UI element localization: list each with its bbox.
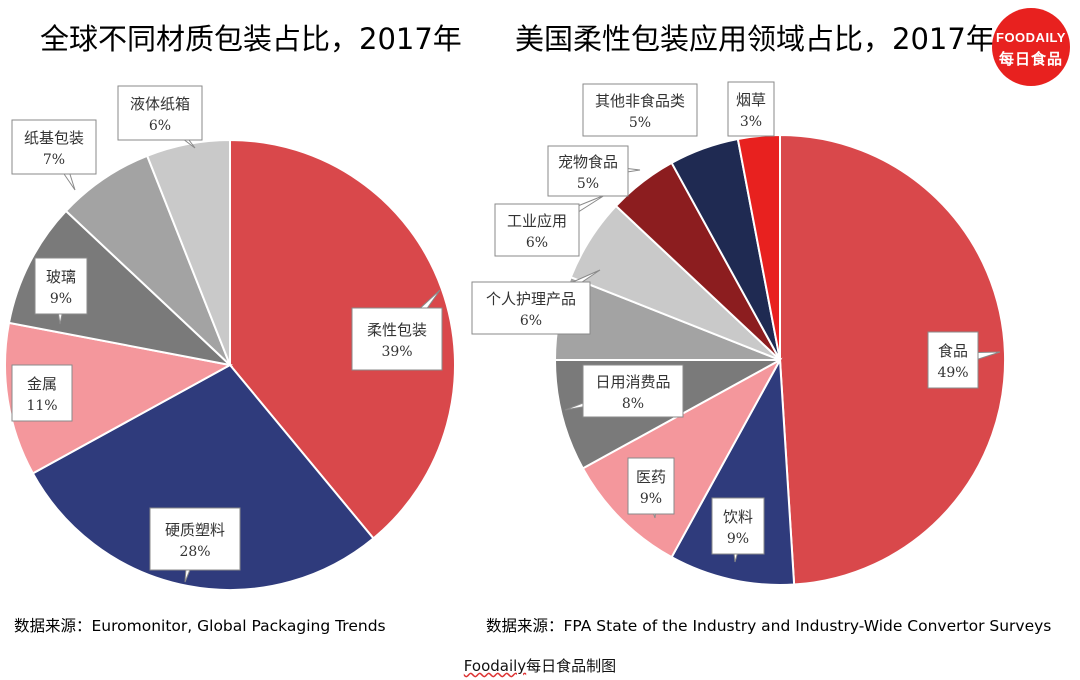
chart1-slice-6 (145, 138, 231, 366)
chart2-callout-3: 医药 9% (627, 457, 675, 519)
chart1-slice-pct-6: 6% (149, 118, 171, 134)
footer-text: 每日食品制图 (526, 657, 617, 675)
chart1-slice-pct-4: 9% (50, 291, 72, 307)
chart2-slice-pct-6: 6% (526, 235, 548, 251)
chart2-slice-label-8: 其他非食品类 (595, 92, 685, 110)
footer-brand: Foodaily (463, 657, 527, 675)
logo-line2: 每日食品 (998, 50, 1063, 68)
chart2-slice-pct-1: 49% (937, 365, 968, 381)
chart2-slice-label-6: 工业应用 (507, 212, 567, 230)
right-chart-source: 数据来源：FPA State of the Industry and Indus… (486, 617, 1052, 635)
chart1-callout-4: 玻璃 9% (34, 257, 88, 325)
chart2-slice-pct-9: 3% (740, 114, 762, 130)
chart2-slice-label-5: 个人护理产品 (486, 290, 576, 308)
chart1-slice-pct-2: 28% (179, 544, 210, 560)
chart2-slice-label-2: 饮料 (723, 508, 753, 526)
chart1-slice-pct-3: 11% (26, 398, 57, 414)
chart1-slice-label-5: 纸基包装 (24, 129, 84, 147)
chart2-slice-1 (779, 133, 1007, 586)
chart2-slice-label-9: 烟草 (736, 91, 766, 109)
chart1-callout-5: 纸基包装 7% (11, 119, 97, 191)
chart2-slice-pct-4: 8% (622, 396, 644, 412)
chart2-slice-pct-2: 9% (727, 531, 749, 547)
logo-line1: FOODAILY (996, 30, 1066, 45)
chart1-slice-1 (229, 138, 456, 540)
foodaily-logo: FOODAILY 每日食品 (992, 8, 1070, 86)
chart1-callout-6: 液体纸箱 6% (117, 85, 203, 149)
right-chart-title: 美国柔性包装应用领域占比，2017年 (515, 22, 995, 56)
chart2-slice-pct-7: 5% (577, 176, 599, 192)
left-chart-source: 数据来源：Euromonitor, Global Packaging Trend… (14, 617, 386, 635)
chart1-slice-2 (31, 363, 375, 591)
chart2-callout-1: 食品 49% (927, 331, 1001, 389)
chart1-slice-4 (7, 209, 234, 367)
chart1-slice-pct-5: 7% (43, 152, 65, 168)
chart2-callout-8: 其他非食品类 5% (582, 83, 698, 137)
chart1-slice-label-4: 玻璃 (46, 268, 76, 286)
chart1-callout-1: 柔性包装 39% (351, 289, 443, 371)
chart2-slice-pct-5: 6% (520, 313, 542, 329)
chart2-slice-label-3: 医药 (636, 468, 666, 486)
chart2-slice-label-1: 食品 (938, 342, 968, 360)
chart2-slice-pct-3: 9% (640, 491, 662, 507)
chart2-callout-2: 饮料 9% (711, 497, 765, 563)
left-chart-title: 全球不同材质包装占比，2017年 (40, 22, 462, 56)
chart2-callout-9: 烟草 3% (727, 81, 775, 137)
chart2-callout-7: 宠物食品 5% (547, 145, 641, 197)
chart2-callout-4: 日用消费品 8% (564, 364, 684, 418)
chart1-callout-2: 硬质塑料 28% (149, 507, 241, 583)
chart1-slice-label-6: 液体纸箱 (130, 95, 190, 113)
chart2-slice-label-7: 宠物食品 (558, 153, 618, 171)
chart2-callout-6: 工业应用 6% (494, 194, 606, 257)
chart1-callout-3: 金属 11% (11, 364, 73, 422)
chart2-slice-label-4: 日用消费品 (595, 373, 670, 391)
chart1-slice-pct-1: 39% (381, 344, 412, 360)
chart1-slice-label-1: 柔性包装 (367, 321, 427, 339)
chart1-slice-3 (4, 321, 233, 475)
footer-credit: Foodaily每日食品制图 (0, 655, 1080, 676)
chart2-callout-5: 个人护理产品 6% (471, 269, 601, 335)
chart1-slice-label-3: 金属 (27, 375, 57, 393)
chart1-slice-label-2: 硬质塑料 (165, 521, 225, 539)
chart2-slice-pct-8: 5% (629, 115, 651, 131)
